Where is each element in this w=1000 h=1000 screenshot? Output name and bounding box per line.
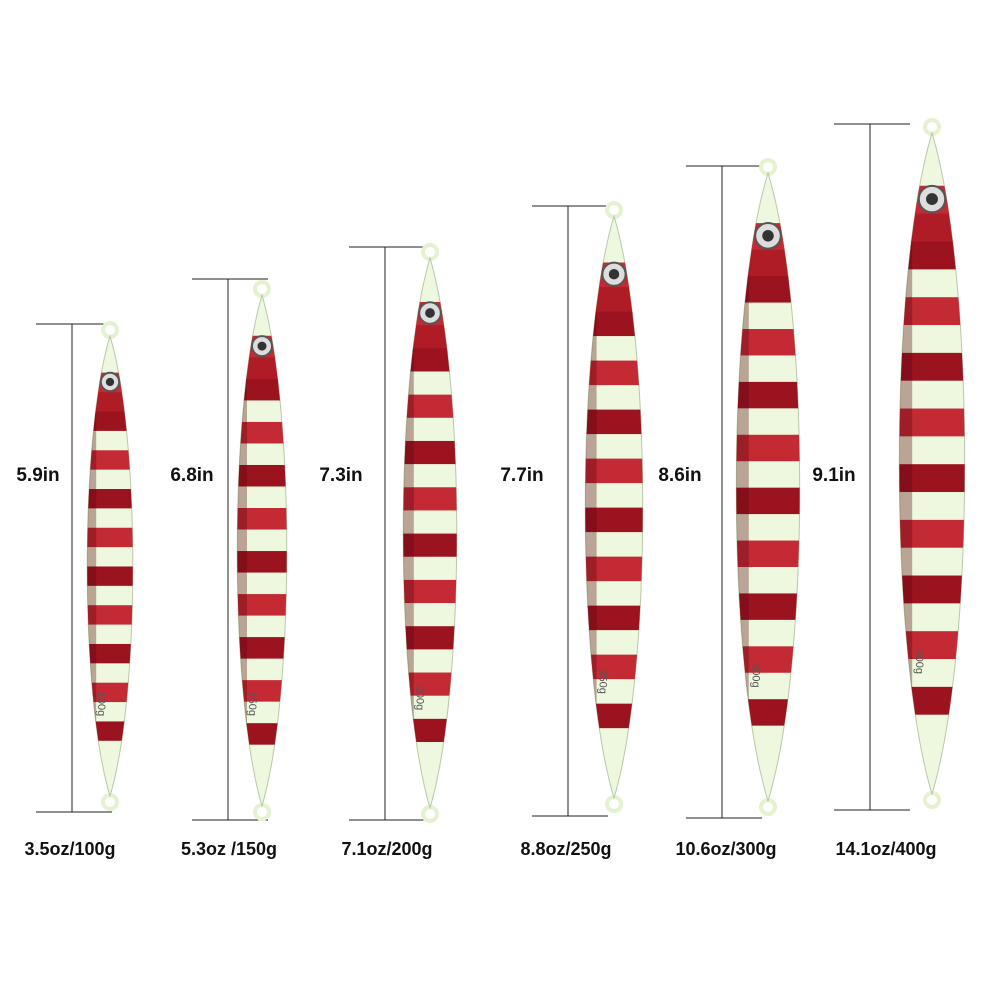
red-shade	[237, 335, 247, 745]
red-band	[736, 381, 800, 409]
red-band	[403, 348, 457, 372]
red-band	[899, 408, 965, 437]
red-band	[237, 637, 287, 659]
weight-stamp: 150g	[246, 692, 258, 716]
weight-label: 3.5oz/100g	[24, 839, 115, 859]
red-band	[899, 686, 965, 715]
red-band	[403, 533, 457, 557]
red-band	[585, 409, 643, 435]
red-band	[403, 579, 457, 604]
red-band	[736, 276, 800, 303]
red-band	[237, 723, 287, 745]
red-band	[237, 551, 287, 573]
red-band	[899, 519, 965, 548]
red-shade	[899, 185, 913, 715]
red-band	[899, 631, 965, 660]
red-band	[585, 654, 643, 680]
red-band	[237, 594, 287, 616]
red-band	[87, 411, 133, 431]
red-band	[87, 605, 133, 625]
red-band	[899, 241, 965, 270]
jig-pupil	[762, 230, 774, 242]
red-band	[403, 394, 457, 418]
red-band	[403, 487, 457, 511]
red-band	[736, 593, 800, 620]
red-shade	[87, 372, 97, 741]
red-band	[899, 297, 965, 326]
red-band	[736, 540, 800, 567]
jig: 300g	[735, 158, 801, 816]
jig-pupil	[926, 193, 938, 206]
weight-label: 8.8oz/250g	[520, 839, 611, 859]
red-band	[403, 718, 457, 742]
red-band	[237, 378, 287, 401]
red-band	[585, 360, 643, 386]
weight-label: 10.6oz/300g	[675, 839, 776, 859]
weight-stamp: 250g	[596, 669, 608, 693]
length-label: 6.8in	[170, 465, 213, 486]
red-band	[237, 508, 287, 530]
weight-stamp: 200g	[413, 686, 425, 710]
red-band	[585, 458, 643, 484]
red-band	[736, 329, 800, 356]
red-band	[899, 575, 965, 604]
jig: 250g	[584, 201, 644, 813]
jig: 100g	[86, 321, 134, 811]
red-band	[736, 646, 800, 673]
red-band	[87, 682, 133, 703]
length-label: 7.7in	[500, 465, 543, 486]
red-band	[87, 450, 133, 470]
red-band	[899, 352, 965, 381]
red-shade	[585, 262, 597, 729]
red-band	[736, 487, 800, 515]
weight-stamp: 100g	[95, 692, 107, 716]
red-band	[585, 507, 643, 533]
red-band	[237, 680, 287, 702]
red-band	[87, 721, 133, 741]
red-band	[585, 703, 643, 729]
weight-stamp: 300g	[749, 663, 761, 687]
red-band	[237, 421, 287, 444]
red-band	[87, 527, 133, 548]
red-shade	[736, 223, 749, 726]
weight-label: 7.1oz/200g	[341, 839, 432, 859]
red-band	[403, 440, 457, 465]
jig-pupil	[105, 377, 115, 387]
red-band	[736, 434, 800, 462]
red-band	[237, 464, 287, 487]
jig-pupil	[257, 341, 267, 351]
red-band	[87, 643, 133, 664]
red-band	[585, 311, 643, 337]
weight-label: 5.3oz /150g	[181, 839, 277, 859]
red-band	[87, 489, 133, 509]
length-label: 9.1in	[812, 465, 855, 486]
red-band	[899, 464, 965, 493]
jig: 200g	[402, 243, 458, 823]
red-band	[585, 556, 643, 582]
red-band	[87, 566, 133, 586]
jig: 400g	[898, 118, 966, 809]
length-label: 8.6in	[658, 465, 701, 486]
weight-label: 14.1oz/400g	[835, 839, 936, 859]
length-label: 5.9in	[16, 465, 59, 486]
red-band	[403, 626, 457, 650]
red-shade	[403, 302, 414, 742]
red-band	[585, 605, 643, 631]
length-label: 7.3in	[319, 465, 362, 486]
jig: 150g	[236, 280, 288, 821]
jig-pupil	[608, 268, 620, 280]
red-band	[736, 699, 800, 726]
red-band	[403, 672, 457, 696]
weight-stamp: 400g	[913, 650, 925, 674]
jig-pupil	[425, 308, 435, 318]
